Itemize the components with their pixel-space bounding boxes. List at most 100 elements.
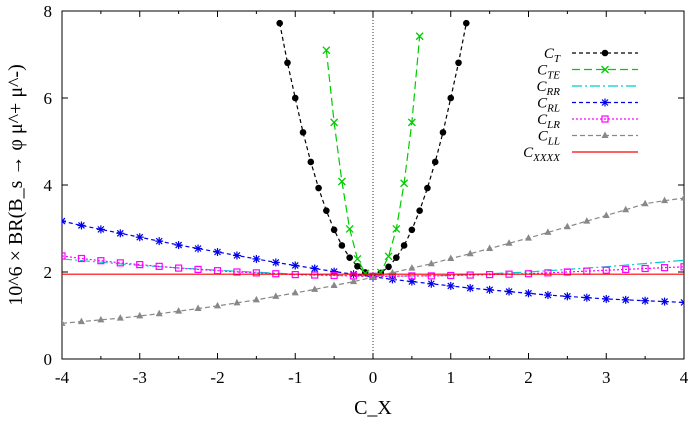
data-point [97, 315, 105, 323]
data-point [338, 242, 346, 249]
legend-marker [601, 49, 609, 57]
data-point [311, 285, 319, 292]
data-point [194, 265, 202, 273]
data-point [486, 244, 494, 252]
data-point [622, 205, 630, 213]
data-point [62, 319, 66, 326]
data-point [271, 258, 280, 267]
data-point [346, 254, 353, 261]
data-point [213, 247, 222, 256]
data-point [408, 226, 416, 234]
data-point [252, 295, 260, 303]
data-point [392, 224, 401, 233]
data-point [583, 217, 591, 224]
legend-marker [601, 115, 609, 123]
data-point [427, 279, 436, 288]
data-point [505, 239, 513, 246]
series-layer [62, 19, 684, 326]
data-point [252, 269, 260, 277]
data-point [427, 272, 435, 280]
data-point [315, 184, 322, 192]
data-point [345, 224, 354, 233]
data-point [330, 281, 338, 288]
y-tick-label: 0 [44, 350, 53, 369]
data-point [323, 207, 330, 214]
data-point [155, 262, 163, 270]
data-point [447, 254, 455, 262]
x-tick-label: -1 [288, 368, 302, 387]
data-point [660, 297, 669, 306]
data-point [136, 261, 144, 269]
data-point [194, 304, 202, 312]
y-tick-label: 6 [44, 89, 53, 108]
data-point [284, 59, 291, 67]
y-tick-label: 8 [44, 2, 53, 21]
data-point [174, 241, 183, 250]
data-point [62, 252, 66, 260]
data-point [353, 254, 362, 263]
data-point [544, 228, 552, 235]
data-point [641, 199, 649, 207]
data-point [408, 272, 416, 280]
data-point [466, 249, 474, 257]
data-point [77, 317, 85, 325]
data-point [116, 229, 125, 238]
data-point [563, 222, 571, 230]
series-5 [62, 194, 684, 326]
data-point [660, 264, 669, 272]
data-point [622, 265, 630, 273]
data-point [330, 118, 339, 127]
data-point [680, 263, 684, 271]
data-point [602, 294, 611, 303]
data-point [393, 254, 400, 261]
legend-label: CTE [537, 63, 560, 82]
data-point [97, 257, 105, 265]
data-point [194, 244, 203, 253]
data-point [455, 59, 462, 67]
data-point [563, 268, 571, 276]
x-axis-label: C_X [354, 397, 392, 419]
data-point [485, 285, 494, 294]
data-point [466, 284, 475, 293]
y-axis-label: 10^6 × BR(B_s → φ μ^+ μ^-) [5, 64, 27, 305]
data-point [62, 217, 66, 226]
data-point [330, 271, 338, 280]
data-point [407, 118, 416, 127]
data-point [252, 254, 261, 263]
x-tick-label: -3 [133, 368, 147, 387]
x-tick-label: 3 [602, 368, 611, 387]
data-point [463, 19, 470, 27]
x-tick-label: 0 [369, 368, 378, 387]
data-point [427, 259, 435, 267]
data-point [276, 19, 284, 27]
data-point [466, 271, 474, 279]
data-point [135, 233, 144, 242]
data-point [408, 264, 416, 271]
data-point [291, 288, 299, 296]
x-tick-label: 4 [680, 368, 689, 387]
data-point [524, 289, 533, 298]
data-point [311, 271, 319, 279]
data-point [369, 273, 377, 280]
data-point [543, 291, 552, 300]
data-point [641, 264, 649, 273]
data-point [337, 177, 346, 186]
data-point [310, 264, 319, 273]
series-line [325, 36, 421, 278]
data-point [416, 207, 423, 214]
data-point [116, 314, 124, 321]
data-point [77, 221, 86, 230]
data-point [291, 94, 299, 102]
data-point [330, 226, 338, 234]
data-point [233, 298, 241, 306]
legend-label: CRR [537, 79, 561, 98]
legend-marker [601, 98, 609, 107]
data-point [136, 311, 144, 319]
legend-marker [601, 131, 609, 138]
x-tick-label: -2 [210, 368, 224, 387]
data-point [385, 263, 392, 271]
data-point [641, 296, 650, 305]
data-point [680, 298, 684, 307]
data-point [272, 292, 280, 299]
